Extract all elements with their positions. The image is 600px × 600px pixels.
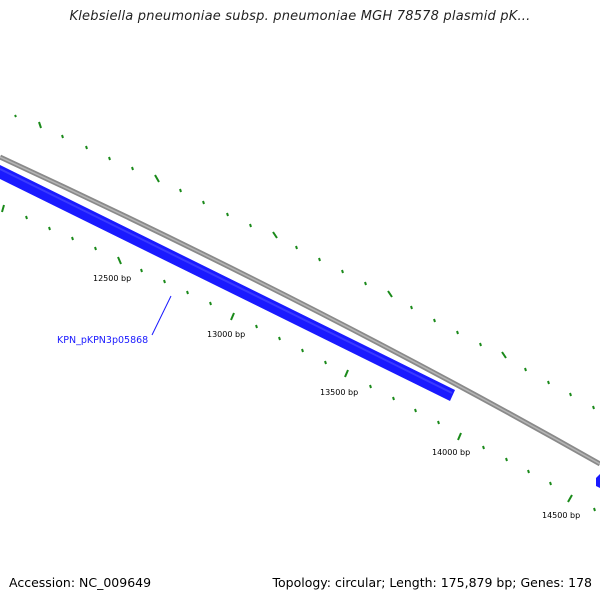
outer-tick-ring	[14, 114, 595, 410]
gene-feature-kpn-pkpn3p05868[interactable]	[0, 165, 455, 401]
accession-text: Accession: NC_009649	[9, 575, 152, 590]
gene-label-leader	[151, 295, 172, 336]
inner-tick-ring	[1, 204, 596, 512]
scale-label-14000: 14000 bp	[432, 448, 470, 457]
topology-summary: Topology: circular; Length: 175,879 bp; …	[272, 575, 593, 590]
scale-label-12500: 12500 bp	[93, 274, 131, 283]
plasmid-backbone	[0, 154, 600, 467]
scale-label-13500: 13500 bp	[320, 388, 358, 397]
gene-feature-next[interactable]	[596, 474, 600, 488]
scale-label-13000: 13000 bp	[207, 330, 245, 339]
scale-label-14500: 14500 bp	[542, 511, 580, 520]
map-title: Klebsiella pneumoniae subsp. pneumoniae …	[69, 9, 531, 24]
gene-label[interactable]: KPN_pKPN3p05868	[57, 335, 148, 346]
